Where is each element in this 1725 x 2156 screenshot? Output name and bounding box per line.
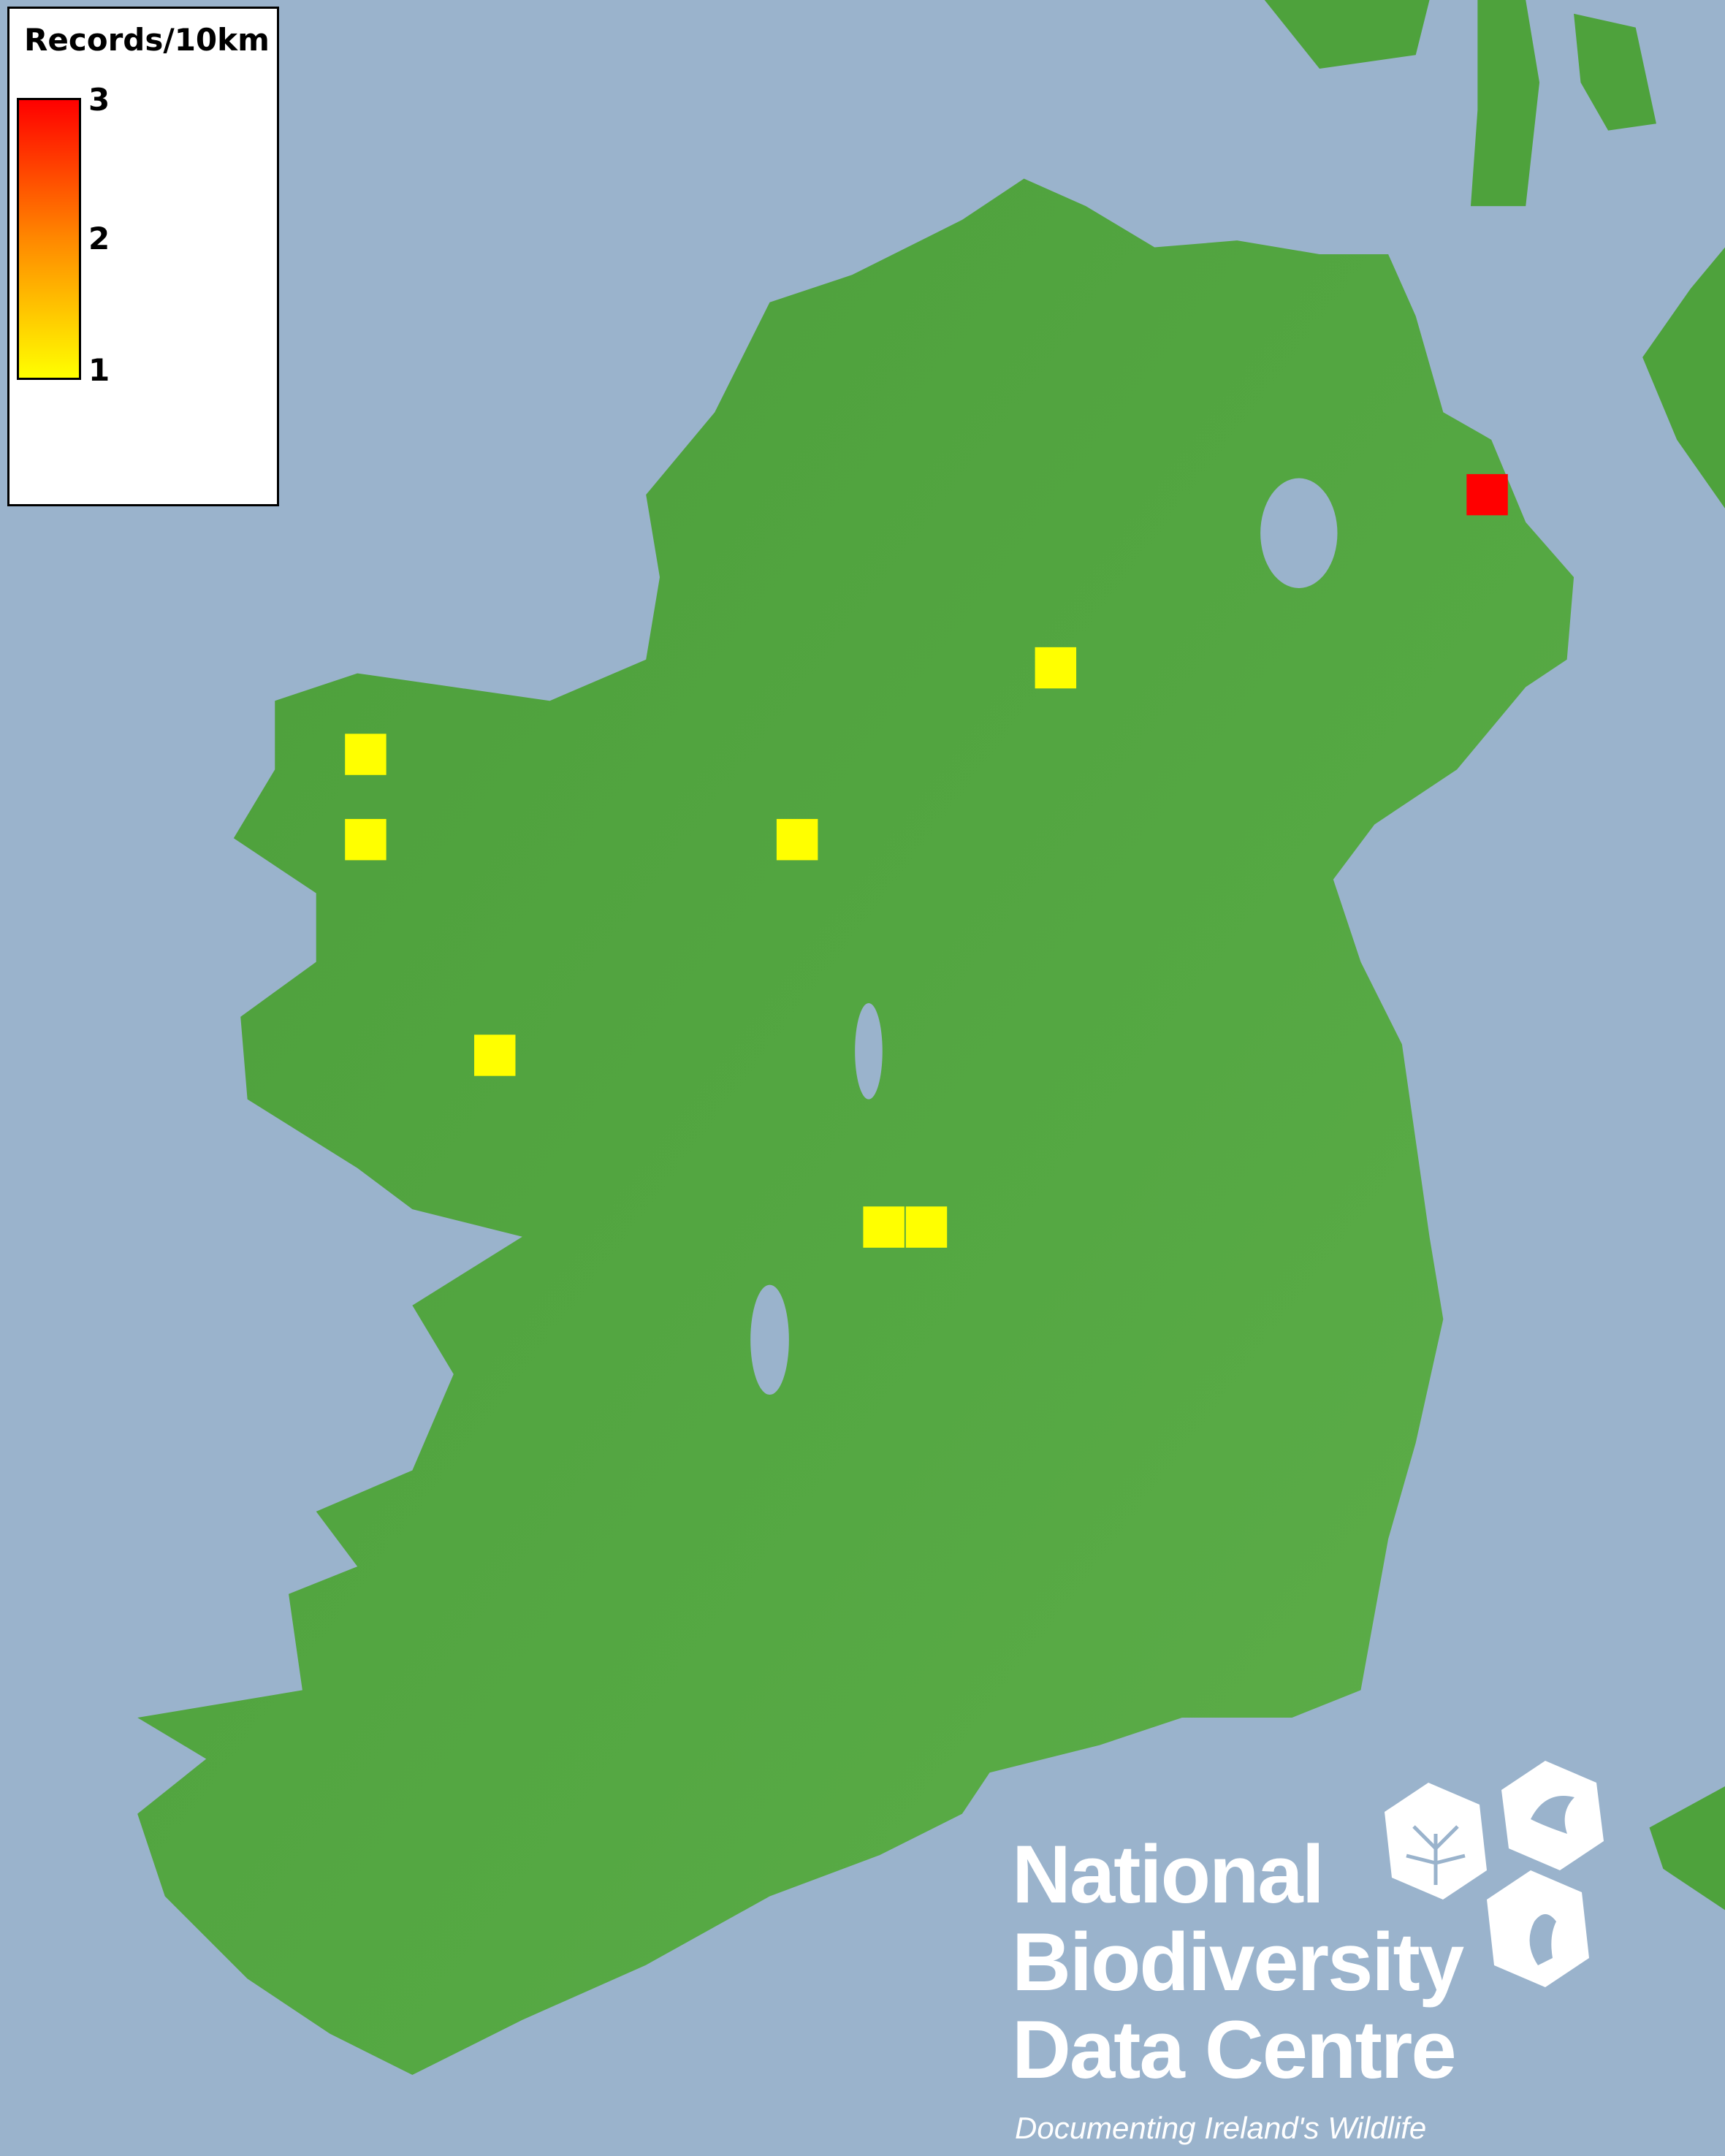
- lough-neagh: [1260, 478, 1338, 588]
- logo-line-2: Biodiversity: [1012, 1916, 1464, 2008]
- logo-hexagons-icon: [1385, 1761, 1604, 1987]
- legend-mid-label: 2: [88, 221, 110, 256]
- ireland-landmass: [137, 178, 1574, 2076]
- record-square: [1466, 473, 1508, 516]
- wales-coast: [1649, 1786, 1725, 1911]
- record-square: [345, 734, 386, 775]
- logo-tagline: Documenting Ireland's Wildlife: [1015, 2111, 1427, 2145]
- legend-title: Records/10km: [24, 22, 270, 58]
- legend-max-label: 3: [88, 82, 110, 118]
- legend: Records/10km 3 2 1: [7, 7, 279, 506]
- record-square: [474, 1035, 516, 1076]
- records-layer: [345, 473, 1508, 1248]
- record-square: [1035, 647, 1077, 689]
- legend-min-label: 1: [88, 352, 110, 388]
- scotland-coast: [1264, 0, 1430, 69]
- lough-derg: [750, 1284, 789, 1395]
- logo-line-1: National: [1012, 1829, 1325, 1920]
- record-square: [776, 818, 818, 861]
- record-square: [863, 1206, 905, 1248]
- lough-ree: [855, 1002, 883, 1100]
- nbdc-logo: National Biodiversity Data Centre Docume…: [1012, 1753, 1669, 2152]
- logo-line-3: Data Centre: [1012, 2004, 1457, 2095]
- record-square: [905, 1206, 948, 1248]
- scottish-island-2: [1574, 13, 1656, 131]
- legend-color-ramp: [17, 98, 81, 380]
- scotland-mainland: [1642, 247, 1725, 508]
- scottish-island: [1470, 0, 1540, 207]
- record-square: [345, 818, 386, 861]
